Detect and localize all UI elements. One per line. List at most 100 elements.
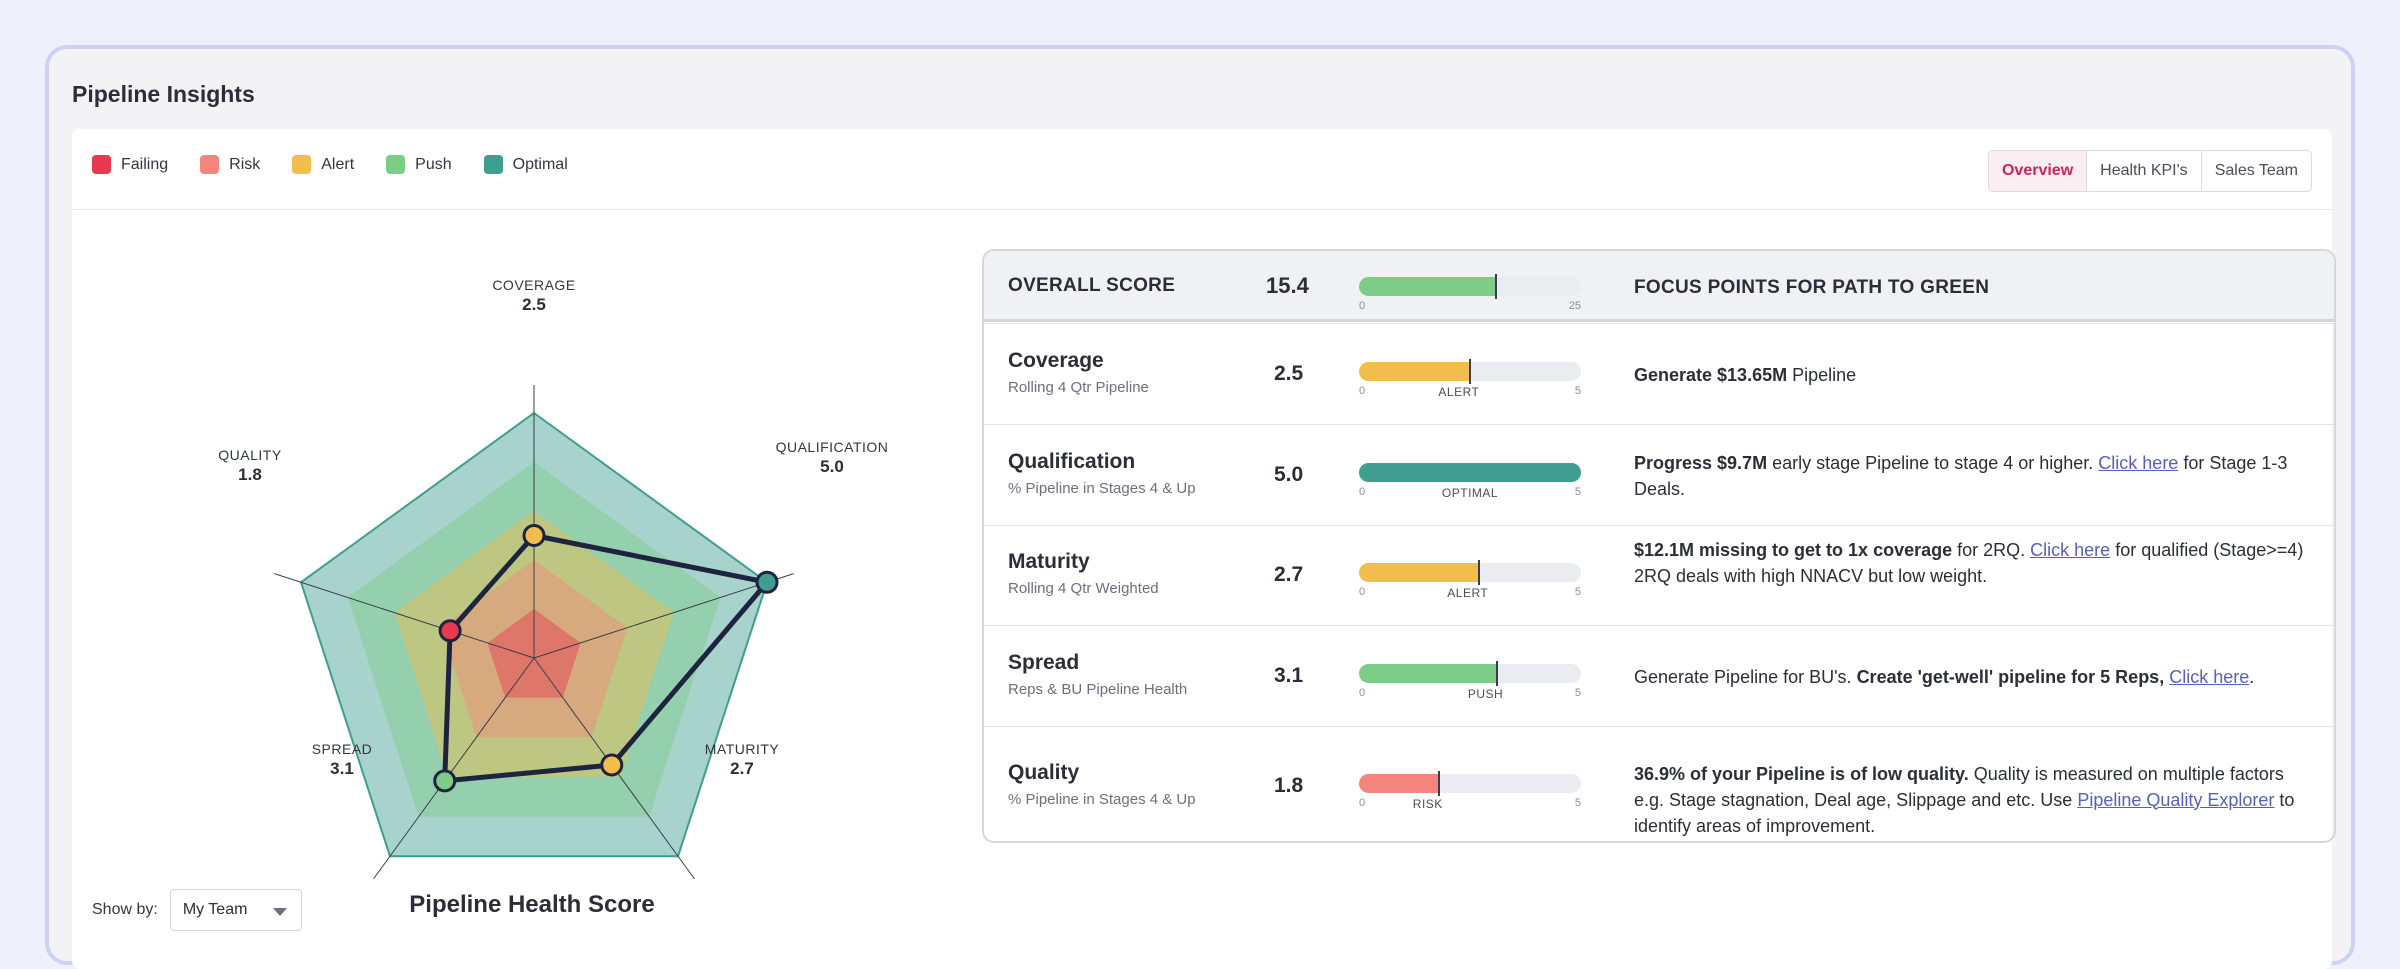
overall-score-label: OVERALL SCORE	[1008, 275, 1176, 296]
row-focus-point: $12.1M missing to get to 1x coverage for…	[1634, 537, 2314, 589]
row-score: 5.0	[1274, 462, 1304, 486]
team-select[interactable]: My Team	[169, 889, 302, 931]
row-score-bar: 0 ALERT 5	[1359, 560, 1581, 600]
radar-label-maturity: MATURITY 2.7	[672, 741, 812, 779]
focus-text: for 2RQ.	[1952, 540, 2031, 560]
row-bar-marker	[1437, 770, 1440, 796]
radar-label-name: QUALITY	[218, 447, 282, 463]
focus-text: Generate Pipeline for BU's.	[1634, 666, 1857, 687]
focus-text: for Stage 1-3 Deals.	[1634, 452, 2288, 499]
row-bar-min: 0	[1359, 586, 1366, 598]
overall-score-bar: 0 25	[1359, 274, 1581, 314]
row-bar-scale: 0 PUSH 5	[1359, 687, 1581, 701]
row-score: 2.5	[1274, 361, 1304, 385]
team-select-value: My Team	[182, 901, 248, 918]
focus-link[interactable]: Click here	[2098, 452, 2179, 473]
radar-title: Pipeline Health Score	[409, 891, 655, 918]
radar-axis-qualification	[533, 573, 794, 659]
row-bar-max: 5	[1574, 796, 1581, 809]
legend-bar: Failing Risk Alert Push Optimal Overview Heal…	[72, 129, 2332, 210]
row-metric-subtitle: Rolling 4 Qtr Weighted	[1008, 580, 1159, 597]
radar-label-quality: QUALITY 1.8	[190, 447, 310, 485]
radar-label-value: 5.0	[820, 457, 844, 476]
radar-point-maturity[interactable]	[600, 753, 624, 777]
row-metric-name: Quality	[1008, 760, 1080, 784]
row-bar-track	[1359, 660, 1581, 686]
radar-score-polygon	[442, 533, 770, 784]
radar-axis-spread	[373, 657, 535, 880]
row-bar-track	[1359, 560, 1581, 585]
radar-chart: COVERAGE 2.5 QUALIFICATION 5.0 MATURITY 2.7 SP…	[132, 229, 892, 949]
radar-point-coverage[interactable]	[522, 524, 546, 547]
legend-swatch	[92, 155, 111, 174]
row-metric: Maturity Rolling 4 Qtr Weighted	[1008, 550, 1159, 597]
row-metric-subtitle: Reps & BU Pipeline Health	[1008, 680, 1188, 698]
row-metric-subtitle: % Pipeline in Stages 4 & Up	[1008, 790, 1196, 808]
overall-score-value: 15.4	[1266, 273, 1309, 298]
row-score: 1.8	[1274, 773, 1304, 797]
focus-highlight: Generate $13.65M	[1634, 364, 1788, 385]
legend-item-failing: Failing	[92, 155, 168, 174]
overall-bar-max: 25	[1568, 300, 1581, 312]
row-score-bar: 0 ALERT 5	[1359, 358, 1581, 399]
row-bar-min: 0	[1359, 796, 1366, 809]
radar-label-qualification: QUALIFICATION 5.0	[752, 439, 912, 477]
overall-bar-scale: 0 25	[1359, 300, 1581, 314]
row-metric-name: Coverage	[1008, 348, 1104, 372]
tab-overview[interactable]: Overview	[1988, 151, 2087, 191]
legend-item-optimal: Optimal	[483, 155, 568, 174]
row-focus-point: Generate $13.65M Pipeline	[1634, 362, 2314, 388]
row-bar-fill	[1359, 361, 1470, 381]
row-focus-point: Progress $9.7M early stage Pipeline to s…	[1634, 450, 2314, 502]
row-metric-subtitle: % Pipeline in Stages 4 & Up	[1008, 479, 1196, 497]
card-title: Pipeline Insights	[72, 81, 255, 107]
row-metric-name: Maturity	[1008, 550, 1090, 573]
row-bar-marker	[1495, 660, 1498, 686]
legend-label: Push	[415, 155, 452, 173]
row-bar-fill	[1359, 663, 1497, 683]
row-focus-point: Generate Pipeline for BU's. Create 'get-…	[1634, 664, 2314, 690]
radar-point-quality[interactable]	[438, 619, 462, 643]
show-by: Show by: My Team	[92, 889, 302, 931]
legend-swatch	[292, 155, 312, 174]
pipeline-insights-card: Pipeline Insights Failing Risk Alert Push Op…	[45, 45, 2355, 969]
focus-link[interactable]: Click here	[2169, 666, 2250, 687]
focus-link[interactable]: Click here	[2030, 540, 2111, 560]
row-status-label: ALERT	[1447, 586, 1489, 600]
row-bar-scale: 0 ALERT 5	[1359, 385, 1581, 399]
focus-link[interactable]: Pipeline Quality Explorer	[2077, 789, 2275, 810]
legend-label: Failing	[121, 155, 169, 173]
insights-panel: Failing Risk Alert Push Optimal Overview Heal…	[72, 129, 2336, 969]
legend-label: Optimal	[512, 155, 568, 173]
show-by-label: Show by:	[92, 901, 158, 918]
focus-highlight: Create 'get-well' pipeline for 5 Reps,	[1856, 666, 2165, 687]
row-bar-fill	[1359, 563, 1479, 582]
focus-text: Pipeline	[1787, 364, 1857, 385]
row-bar-track	[1359, 770, 1581, 796]
tab-sales-team[interactable]: Sales Team	[2200, 151, 2311, 191]
legend-label: Alert	[321, 155, 355, 173]
radar-label-name: QUALIFICATION	[775, 439, 889, 455]
row-metric-name: Spread	[1008, 650, 1080, 674]
row-bar-max: 5	[1574, 384, 1581, 397]
score-row-coverage: Coverage Rolling 4 Qtr Pipeline 2.5 0 ALERT 5…	[984, 323, 2334, 424]
radar-svg	[274, 385, 794, 880]
focus-points-header: FOCUS POINTS FOR PATH TO GREEN	[1634, 277, 1990, 298]
radar-label-spread: SPREAD 3.1	[282, 741, 402, 779]
overall-bar-track	[1359, 274, 1581, 299]
radar-point-spread[interactable]	[433, 769, 457, 793]
focus-text: for qualified (Stage>=4) 2RQ deals with …	[1634, 540, 2304, 586]
tab-health-kpi-s[interactable]: Health KPI's	[2086, 151, 2201, 191]
row-status-label: PUSH	[1467, 686, 1504, 701]
radar-point-qualification[interactable]	[755, 570, 779, 594]
row-bar-fill	[1359, 462, 1581, 482]
row-metric-name: Qualification	[1008, 449, 1136, 473]
row-metric-subtitle: Rolling 4 Qtr Pipeline	[1008, 378, 1149, 396]
focus-text: to identify areas of improvement.	[1634, 789, 2295, 836]
score-table-header: OVERALL SCORE 15.4 0 25 FOCUS POINTS FOR…	[984, 251, 2334, 322]
row-metric: Qualification % Pipeline in Stages 4 & Up	[1008, 450, 1196, 497]
row-bar-min: 0	[1359, 686, 1366, 699]
focus-highlight: $12.1M missing to get to 1x coverage	[1634, 540, 1953, 560]
radar-label-value: 1.8	[238, 465, 262, 484]
focus-text: early stage Pipeline to stage 4 or highe…	[1767, 452, 2099, 473]
